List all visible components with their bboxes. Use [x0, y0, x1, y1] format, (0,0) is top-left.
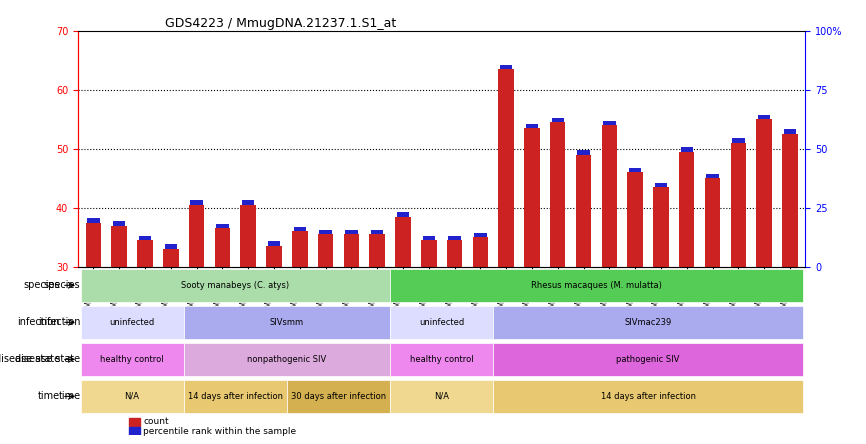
Text: uninfected: uninfected: [109, 318, 155, 327]
Bar: [242, 200, 255, 205]
FancyBboxPatch shape: [390, 380, 494, 413]
Bar: [705, 178, 721, 267]
FancyBboxPatch shape: [494, 305, 803, 339]
Bar: [165, 244, 177, 249]
Text: uninfected: uninfected: [419, 318, 464, 327]
Text: nonpathogenic SIV: nonpathogenic SIV: [248, 355, 326, 364]
Bar: [653, 187, 669, 267]
Bar: [524, 128, 540, 267]
FancyBboxPatch shape: [81, 305, 184, 339]
Bar: [784, 130, 796, 134]
Text: N/A: N/A: [125, 392, 139, 401]
Text: infection: infection: [38, 317, 81, 327]
Text: 14 days after infection: 14 days after infection: [600, 392, 695, 401]
FancyBboxPatch shape: [184, 305, 390, 339]
Text: healthy control: healthy control: [100, 355, 164, 364]
Text: pathogenic SIV: pathogenic SIV: [617, 355, 680, 364]
Bar: [602, 125, 617, 267]
Bar: [782, 134, 798, 267]
Bar: [241, 205, 256, 267]
FancyBboxPatch shape: [390, 305, 494, 339]
Bar: [499, 69, 514, 267]
Text: species: species: [44, 280, 81, 290]
FancyBboxPatch shape: [390, 343, 494, 376]
Bar: [707, 174, 719, 178]
Bar: [129, 427, 139, 435]
Bar: [268, 242, 281, 246]
Bar: [447, 240, 462, 267]
Text: healthy control: healthy control: [410, 355, 474, 364]
Bar: [603, 121, 616, 125]
Bar: [163, 249, 178, 267]
Bar: [756, 119, 772, 267]
Text: infection: infection: [17, 317, 60, 327]
Bar: [320, 230, 332, 234]
Bar: [266, 246, 281, 267]
Bar: [294, 227, 306, 231]
Bar: [87, 218, 100, 222]
FancyBboxPatch shape: [287, 380, 390, 413]
Bar: [578, 150, 590, 155]
FancyBboxPatch shape: [184, 380, 287, 413]
Text: 14 days after infection: 14 days after infection: [188, 392, 283, 401]
Bar: [526, 123, 538, 128]
Bar: [449, 235, 461, 240]
Bar: [191, 200, 203, 205]
Bar: [395, 217, 410, 267]
Bar: [679, 152, 695, 267]
Bar: [139, 235, 152, 240]
Bar: [473, 237, 488, 267]
Text: count: count: [144, 417, 169, 427]
Bar: [370, 234, 385, 267]
Bar: [421, 240, 436, 267]
Bar: [552, 118, 564, 123]
Text: 30 days after infection: 30 days after infection: [291, 392, 386, 401]
Text: time: time: [37, 392, 60, 401]
Text: Sooty manabeys (C. atys): Sooty manabeys (C. atys): [181, 281, 289, 290]
Bar: [189, 205, 204, 267]
Text: percentile rank within the sample: percentile rank within the sample: [144, 427, 296, 436]
Text: disease state: disease state: [0, 354, 60, 365]
FancyBboxPatch shape: [81, 343, 184, 376]
Bar: [112, 226, 127, 267]
Bar: [346, 230, 358, 234]
Bar: [627, 173, 643, 267]
FancyBboxPatch shape: [494, 380, 803, 413]
Bar: [138, 240, 152, 267]
Bar: [731, 143, 746, 267]
Text: time: time: [58, 392, 81, 401]
Bar: [86, 222, 101, 267]
Bar: [576, 155, 591, 267]
FancyBboxPatch shape: [184, 343, 390, 376]
Bar: [732, 139, 745, 143]
FancyBboxPatch shape: [81, 380, 184, 413]
Bar: [371, 230, 384, 234]
Bar: [681, 147, 693, 152]
Bar: [550, 123, 565, 267]
Text: GDS4223 / MmugDNA.21237.1.S1_at: GDS4223 / MmugDNA.21237.1.S1_at: [165, 17, 397, 30]
Bar: [500, 65, 513, 69]
FancyBboxPatch shape: [494, 343, 803, 376]
Bar: [475, 233, 487, 237]
Bar: [216, 224, 229, 229]
Bar: [397, 212, 409, 217]
Text: species: species: [23, 280, 60, 290]
Bar: [113, 221, 126, 226]
Bar: [215, 229, 230, 267]
Bar: [629, 168, 642, 173]
Bar: [655, 182, 667, 187]
Text: SIVsmm: SIVsmm: [270, 318, 304, 327]
Bar: [758, 115, 770, 119]
Bar: [318, 234, 333, 267]
Bar: [129, 418, 139, 426]
Text: Rhesus macaques (M. mulatta): Rhesus macaques (M. mulatta): [531, 281, 662, 290]
Text: disease state: disease state: [16, 354, 81, 365]
Text: SIVmac239: SIVmac239: [624, 318, 672, 327]
FancyBboxPatch shape: [81, 269, 390, 302]
Bar: [292, 231, 307, 267]
Text: N/A: N/A: [434, 392, 449, 401]
Bar: [423, 235, 435, 240]
FancyBboxPatch shape: [390, 269, 803, 302]
Bar: [344, 234, 359, 267]
